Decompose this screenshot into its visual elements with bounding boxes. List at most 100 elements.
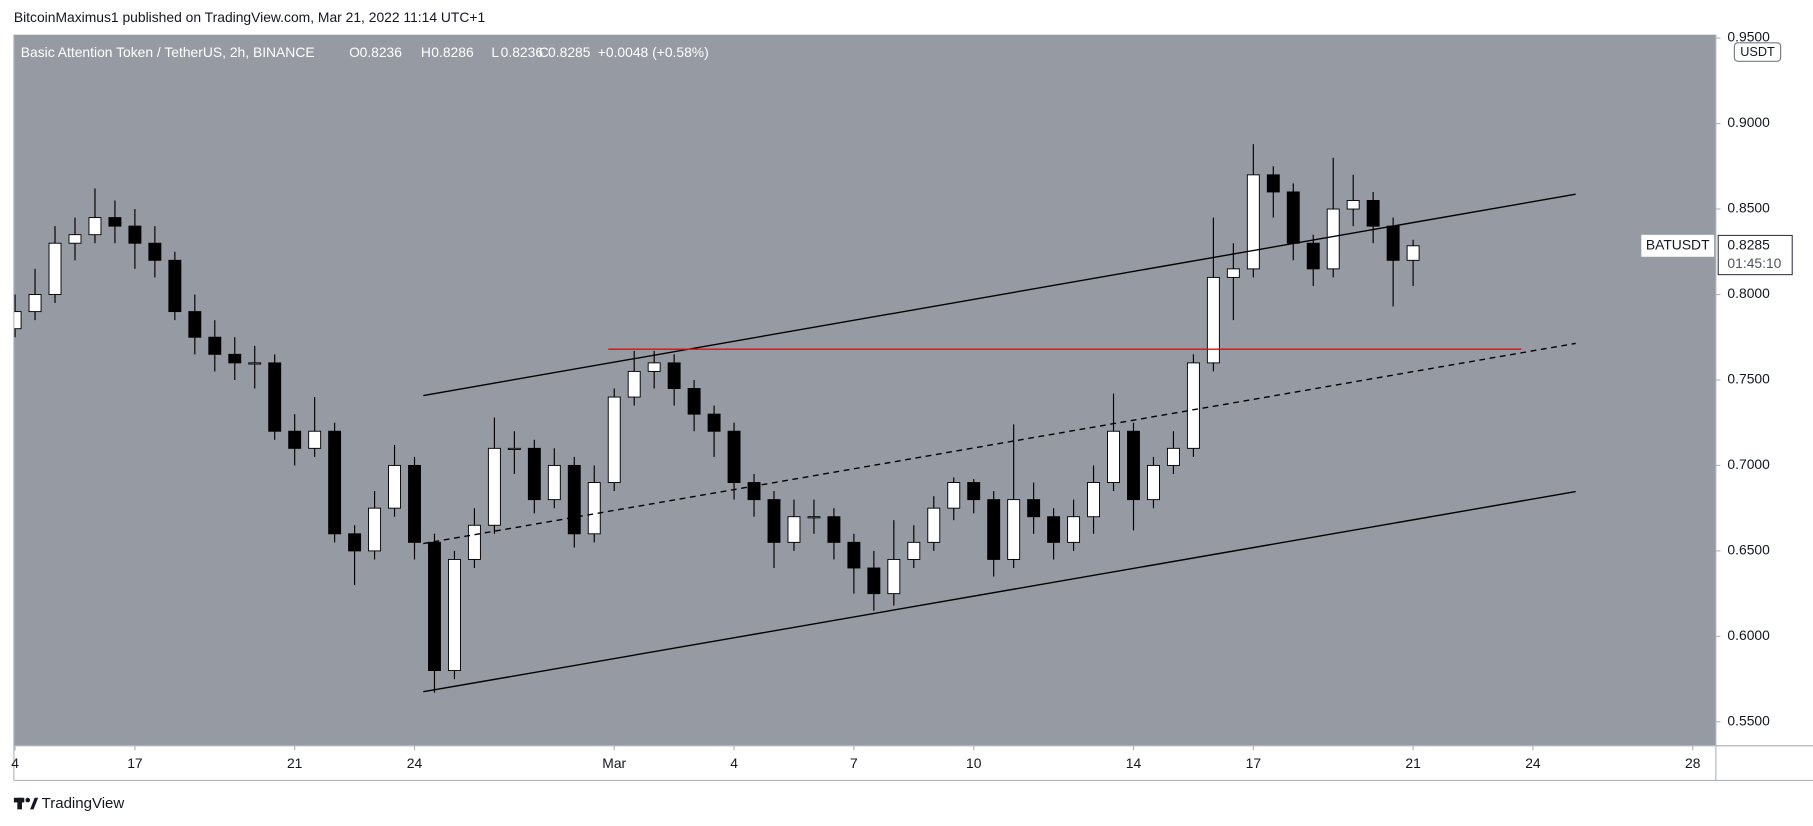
candle-body xyxy=(547,464,561,501)
candle-body xyxy=(1147,464,1160,501)
legend-text: 0.8236 xyxy=(501,44,544,60)
y-tick-label: 0.6000 xyxy=(1727,627,1770,643)
currency-label: USDT xyxy=(1740,44,1775,59)
candle-body xyxy=(1326,208,1340,270)
candle-body xyxy=(827,516,841,543)
candle-body xyxy=(847,541,861,569)
candle-body xyxy=(1166,447,1180,466)
legend-text: 0.8285 xyxy=(548,44,591,60)
trend-line xyxy=(423,193,1576,397)
candle-body xyxy=(947,482,961,509)
candle-body xyxy=(867,567,881,595)
candle-body xyxy=(507,447,521,450)
legend-text: Basic Attention Token / TetherUS, 2h, BI… xyxy=(21,44,315,60)
legend-text: O xyxy=(349,44,360,60)
candle-body xyxy=(1186,362,1200,449)
legend-text: L xyxy=(491,44,499,60)
candle-body xyxy=(1386,225,1400,261)
price-tag-countdown: 01:45:10 xyxy=(1727,255,1781,271)
candle-body xyxy=(308,430,322,449)
candle-body xyxy=(128,225,142,244)
candle-body xyxy=(88,217,102,236)
candle-body xyxy=(707,413,721,432)
x-tick-label: Mar xyxy=(602,755,626,771)
candle-body xyxy=(108,217,122,227)
candle-body xyxy=(188,311,202,338)
candle-body xyxy=(447,558,461,672)
candle-body xyxy=(667,362,681,389)
candle-body xyxy=(587,482,601,535)
candle-body xyxy=(527,447,541,501)
symbol-tag-box xyxy=(1641,234,1715,257)
candle-body xyxy=(967,482,981,501)
candle-body xyxy=(68,234,82,244)
y-tick-label: 0.7000 xyxy=(1727,456,1770,472)
candle-body xyxy=(807,516,821,519)
candle-body xyxy=(627,370,641,398)
plot-background xyxy=(13,34,1716,746)
legend-text: 0.8236 xyxy=(360,44,403,60)
candle-body xyxy=(787,516,801,543)
candle-body xyxy=(1067,516,1081,543)
candle-body xyxy=(208,336,222,355)
x-tick-label: 10 xyxy=(966,755,982,771)
candle-body xyxy=(328,430,342,535)
candle-body xyxy=(567,464,581,535)
candle-body xyxy=(1346,200,1360,210)
trend-line xyxy=(423,490,1576,693)
candle-body xyxy=(428,541,441,672)
candle-body xyxy=(1047,516,1061,543)
currency-box xyxy=(1733,42,1782,62)
candle-body xyxy=(228,353,242,364)
legend-text: C xyxy=(539,44,549,60)
y-tick-label: 0.5500 xyxy=(1727,712,1770,728)
x-tick-label: 21 xyxy=(1405,755,1421,771)
trend-line xyxy=(423,342,1576,545)
legend-text: H xyxy=(421,44,431,60)
x-tick-label: 28 xyxy=(1685,755,1701,771)
price-tag-box xyxy=(1717,234,1793,276)
price-tag-value: 0.8285 xyxy=(1727,236,1770,252)
candle-body xyxy=(288,430,302,449)
x-tick-label: 21 xyxy=(287,755,303,771)
y-tick-label: 0.9000 xyxy=(1727,114,1770,130)
candle-body xyxy=(388,464,401,509)
candle-body xyxy=(1266,174,1280,193)
candle-body xyxy=(1406,245,1420,261)
candle-body xyxy=(987,499,1001,560)
candle-body xyxy=(268,362,282,432)
candle-body xyxy=(467,524,481,560)
candle-body xyxy=(1226,268,1240,278)
x-tick-label: 14 xyxy=(1126,755,1142,771)
x-tick-label: 24 xyxy=(1525,755,1541,771)
y-tick-label: 0.8000 xyxy=(1727,285,1770,301)
brand-logo xyxy=(13,797,39,810)
candle-body xyxy=(1306,242,1320,270)
candle-body xyxy=(747,482,761,501)
x-tick-label: 17 xyxy=(127,755,143,771)
candle-body xyxy=(368,507,382,552)
x-tick-label: 17 xyxy=(1246,755,1262,771)
candle-body xyxy=(1366,200,1380,227)
y-tick-label: 0.7500 xyxy=(1727,371,1770,387)
candle-body xyxy=(1286,191,1300,244)
y-tick-label: 0.9500 xyxy=(1727,29,1770,45)
candle-body xyxy=(647,362,661,372)
candle-body xyxy=(1007,499,1021,560)
y-tick-label: 0.6500 xyxy=(1727,542,1770,558)
candle-body xyxy=(1246,174,1260,270)
candle-body xyxy=(408,464,421,543)
candle-body xyxy=(348,533,362,552)
candle-body xyxy=(887,558,901,595)
legend-text: +0.0048 (+0.58%) xyxy=(598,44,709,60)
x-tick-label: 4 xyxy=(11,755,19,771)
y-tick-label: 0.8500 xyxy=(1727,200,1770,216)
x-tick-label: 7 xyxy=(850,755,858,771)
candle-body xyxy=(927,507,941,543)
candle-body xyxy=(148,242,162,261)
candle-body xyxy=(1087,482,1101,518)
candle-body xyxy=(607,396,621,483)
legend-text: 0.8286 xyxy=(431,44,474,60)
